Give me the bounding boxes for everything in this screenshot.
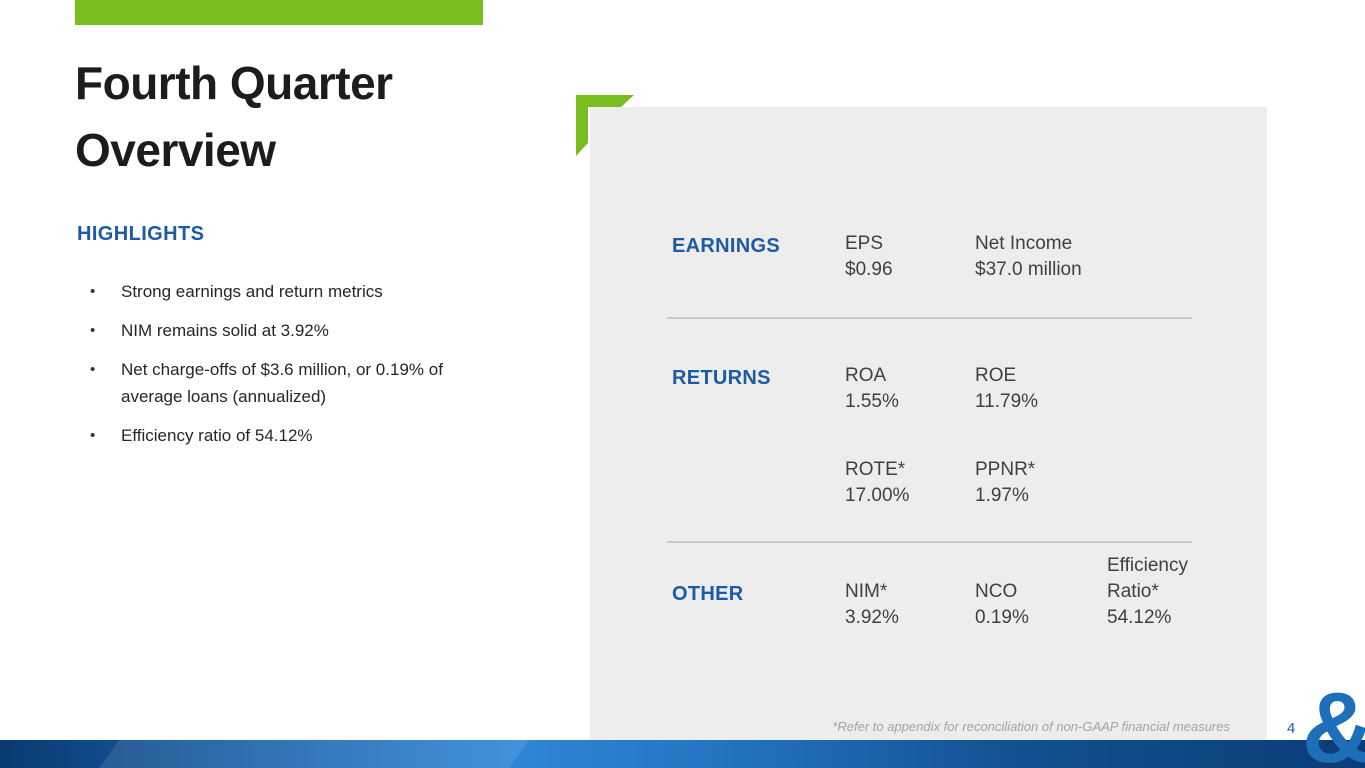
page-title-line2: Overview xyxy=(75,124,276,176)
section-divider xyxy=(667,541,1192,543)
bullet-icon: • xyxy=(90,361,96,378)
metric-value: 1.55% xyxy=(845,391,899,412)
metric-name: ROE xyxy=(975,365,1017,386)
bottom-accent-bar xyxy=(0,740,1365,768)
metric-value: $37.0 million xyxy=(975,259,1082,280)
bullet-text: Strong earnings and return metrics xyxy=(121,282,383,301)
ampersand-logo-icon: & xyxy=(1302,678,1365,768)
metric-name: EPS xyxy=(845,233,884,254)
section-label-earnings: EARNINGS xyxy=(672,235,780,257)
metric-name: Net Income xyxy=(975,233,1073,254)
list-item: • NIM remains solid at 3.92% xyxy=(90,317,530,344)
metric-value: 17.00% xyxy=(845,485,910,506)
metric-name: ROA xyxy=(845,365,887,386)
metric-rote: ROTE* 17.00% xyxy=(845,457,909,509)
metric-name: NIM* xyxy=(845,581,888,602)
bullet-text: NIM remains solid at 3.92% xyxy=(121,321,329,340)
metric-name: ROTE* xyxy=(845,459,906,480)
section-divider xyxy=(667,317,1192,319)
metric-efficiency-ratio: Efficiency Ratio* 54.12% xyxy=(1107,553,1225,631)
metric-nco: NCO 0.19% xyxy=(975,579,1029,631)
metric-value: 0.19% xyxy=(975,607,1029,628)
corner-accent-icon xyxy=(576,95,634,156)
metric-value: 11.79% xyxy=(975,391,1039,412)
highlights-list: • Strong earnings and return metrics • N… xyxy=(90,278,530,461)
section-label-returns: RETURNS xyxy=(672,367,771,389)
metrics-panel: EARNINGS EPS $0.96 Net Income $37.0 mill… xyxy=(576,95,1267,740)
bullet-icon: • xyxy=(90,322,96,339)
metric-net-income: Net Income $37.0 million xyxy=(975,231,1082,283)
metric-name: Efficiency Ratio* xyxy=(1107,555,1188,602)
metric-value: 3.92% xyxy=(845,607,899,628)
page-title-line1: Fourth Quarter xyxy=(75,57,393,109)
metric-eps: EPS $0.96 xyxy=(845,231,893,283)
metric-name: NCO xyxy=(975,581,1018,602)
metric-nim: NIM* 3.92% xyxy=(845,579,899,631)
list-item: • Net charge-offs of $3.6 million, or 0.… xyxy=(90,356,530,410)
list-item: • Efficiency ratio of 54.12% xyxy=(90,422,530,449)
metric-name: PPNR* xyxy=(975,459,1036,480)
highlights-heading: HIGHLIGHTS xyxy=(77,223,205,245)
metric-value: 1.97% xyxy=(975,485,1029,506)
page-number: 4 xyxy=(1287,720,1296,737)
bullet-text: Net charge-offs of $3.6 million, or 0.19… xyxy=(121,360,443,406)
bullet-icon: • xyxy=(90,427,96,444)
metric-ppnr: PPNR* 1.97% xyxy=(975,457,1035,509)
bullet-text: Efficiency ratio of 54.12% xyxy=(121,426,313,445)
section-label-other: OTHER xyxy=(672,583,744,605)
list-item: • Strong earnings and return metrics xyxy=(90,278,530,305)
page-title: Fourth Quarter Overview xyxy=(75,50,393,184)
metric-roe: ROE 11.79% xyxy=(975,363,1038,415)
footnote: *Refer to appendix for reconciliation of… xyxy=(832,719,1230,734)
bullet-icon: • xyxy=(90,283,96,300)
metric-value: $0.96 xyxy=(845,259,893,280)
metric-value: 54.12% xyxy=(1107,607,1172,628)
top-accent-bar xyxy=(75,0,483,25)
metric-roa: ROA 1.55% xyxy=(845,363,899,415)
